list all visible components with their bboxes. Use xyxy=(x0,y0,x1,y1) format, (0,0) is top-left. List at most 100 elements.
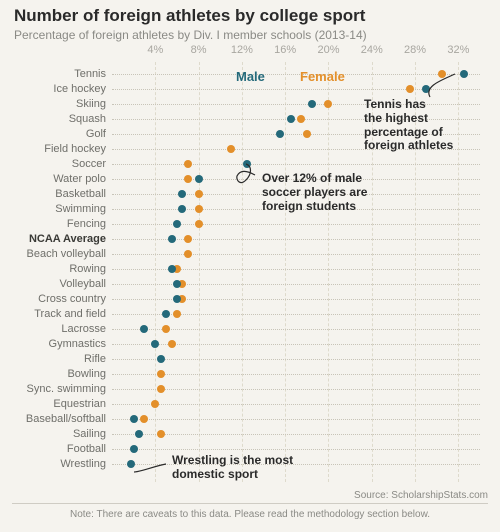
dot-female xyxy=(195,190,203,198)
chart-subtitle: Percentage of foreign athletes by Div. I… xyxy=(14,28,367,42)
sport-row: Equestrian xyxy=(112,396,480,411)
dot-male xyxy=(287,115,295,123)
row-baseline xyxy=(112,419,480,420)
dot-female xyxy=(157,370,165,378)
sport-label: Ice hockey xyxy=(53,83,112,95)
sport-row: Rowing xyxy=(112,261,480,276)
row-baseline xyxy=(112,449,480,450)
annotation-tennis: Tennis hasthe highestpercentage offoreig… xyxy=(364,98,492,153)
sport-label: Cross country xyxy=(38,293,112,305)
dot-male xyxy=(276,130,284,138)
source-text: Source: ScholarshipStats.com xyxy=(354,490,488,501)
x-tick: 16% xyxy=(274,44,296,56)
sport-row: Volleyball xyxy=(112,276,480,291)
note-text: Note: There are caveats to this data. Pl… xyxy=(70,509,430,520)
sport-label: Track and field xyxy=(34,308,112,320)
dot-male xyxy=(151,340,159,348)
row-baseline xyxy=(112,359,480,360)
dot-male xyxy=(168,265,176,273)
annotation-soccer: Over 12% of malesoccer players areforeig… xyxy=(262,172,422,213)
dot-male xyxy=(173,220,181,228)
dot-male xyxy=(422,85,430,93)
sport-label: Gymnastics xyxy=(49,338,112,350)
sport-label: Wrestling xyxy=(60,458,112,470)
x-tick: 32% xyxy=(447,44,469,56)
sport-label: Tennis xyxy=(74,68,112,80)
dot-female xyxy=(227,145,235,153)
sport-label: Sailing xyxy=(73,428,112,440)
x-tick: 12% xyxy=(231,44,253,56)
sport-label: Rifle xyxy=(84,353,112,365)
sport-label: Equestrian xyxy=(53,398,112,410)
dot-female xyxy=(140,415,148,423)
sport-label: Beach volleyball xyxy=(27,248,113,260)
dot-male xyxy=(157,355,165,363)
x-tick: 8% xyxy=(191,44,207,56)
row-baseline xyxy=(112,284,480,285)
sport-row: Rifle xyxy=(112,351,480,366)
dot-male xyxy=(178,190,186,198)
dot-male xyxy=(135,430,143,438)
row-baseline xyxy=(112,74,480,75)
dot-female xyxy=(184,235,192,243)
row-baseline xyxy=(112,389,480,390)
dot-male xyxy=(178,205,186,213)
x-tick: 24% xyxy=(361,44,383,56)
dot-male xyxy=(162,310,170,318)
dot-male xyxy=(460,70,468,78)
dot-male xyxy=(130,415,138,423)
row-baseline xyxy=(112,164,480,165)
dot-female xyxy=(303,130,311,138)
dot-female xyxy=(162,325,170,333)
sport-row: Ice hockey xyxy=(112,81,480,96)
dot-female xyxy=(184,250,192,258)
sport-label: Volleyball xyxy=(60,278,112,290)
sport-label: Squash xyxy=(69,113,112,125)
sport-row: Baseball/softball xyxy=(112,411,480,426)
sport-label: Bowling xyxy=(67,368,112,380)
sport-label: Fencing xyxy=(67,218,112,230)
dot-female xyxy=(157,385,165,393)
dot-male xyxy=(127,460,135,468)
sport-label: Soccer xyxy=(72,158,112,170)
dot-female xyxy=(297,115,305,123)
sport-label: Sync. swimming xyxy=(27,383,112,395)
sport-label: Baseball/softball xyxy=(26,413,112,425)
dot-female xyxy=(195,205,203,213)
annotation-wrestling: Wrestling is the mostdomestic sport xyxy=(172,454,372,482)
dot-male xyxy=(308,100,316,108)
dot-male xyxy=(168,235,176,243)
row-baseline xyxy=(112,224,480,225)
sport-label: Water polo xyxy=(53,173,112,185)
chart-frame: Number of foreign athletes by college sp… xyxy=(0,0,500,532)
dot-male xyxy=(130,445,138,453)
dot-female xyxy=(324,100,332,108)
legend-female: Female xyxy=(300,69,345,84)
sport-row: Fencing xyxy=(112,216,480,231)
footer-rule xyxy=(12,503,488,504)
x-tick: 20% xyxy=(317,44,339,56)
dot-female xyxy=(438,70,446,78)
sport-row: Track and field xyxy=(112,306,480,321)
sport-row: NCAA Average xyxy=(112,231,480,246)
row-baseline xyxy=(112,434,480,435)
row-baseline xyxy=(112,254,480,255)
dot-female xyxy=(195,220,203,228)
sport-label: Skiing xyxy=(76,98,112,110)
sport-label: Swimming xyxy=(55,203,112,215)
dot-male xyxy=(173,295,181,303)
sport-label: NCAA Average xyxy=(29,233,112,245)
dot-male xyxy=(140,325,148,333)
sport-row: Sailing xyxy=(112,426,480,441)
sport-row: Bowling xyxy=(112,366,480,381)
sport-row: Tennis xyxy=(112,66,480,81)
sport-label: Lacrosse xyxy=(61,323,112,335)
dot-female xyxy=(157,430,165,438)
legend-male: Male xyxy=(236,69,265,84)
chart-title: Number of foreign athletes by college sp… xyxy=(14,6,365,26)
dot-male xyxy=(173,280,181,288)
row-baseline xyxy=(112,299,480,300)
dot-female xyxy=(151,400,159,408)
dot-female xyxy=(406,85,414,93)
sport-row: Sync. swimming xyxy=(112,381,480,396)
